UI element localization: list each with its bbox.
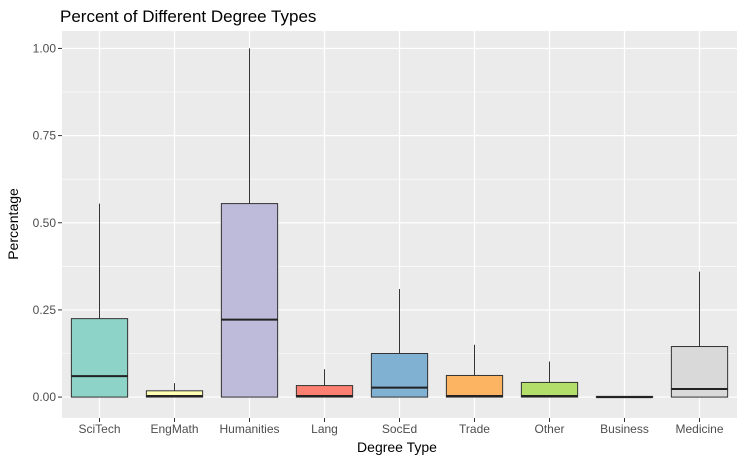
- box-engmath: [145, 383, 204, 398]
- box-scitech: [70, 203, 129, 398]
- y-axis-title: Percentage: [5, 188, 21, 260]
- y-tick-label: 0.00: [33, 390, 57, 404]
- chart-title: Percent of Different Degree Types: [60, 7, 316, 26]
- y-tick-label: 0.75: [33, 129, 57, 143]
- x-tick-label: Business: [600, 422, 649, 436]
- x-tick-label: SocEd: [382, 422, 417, 436]
- box-body: [520, 381, 579, 398]
- box-body: [145, 390, 204, 398]
- box-soced: [370, 289, 429, 398]
- box-humanities: [220, 48, 279, 398]
- box-lang: [295, 369, 354, 398]
- box-body: [220, 203, 279, 398]
- plot-panel: [62, 31, 737, 418]
- y-tick-label: 1.00: [33, 41, 57, 55]
- x-tick-label: Trade: [459, 422, 490, 436]
- box-body: [445, 374, 504, 398]
- box-layer: [70, 48, 729, 399]
- box-body: [370, 353, 429, 398]
- x-axis: SciTech EngMath Humanities Lang SocEd Trade Ot…: [78, 418, 724, 436]
- box-trade: [445, 344, 504, 398]
- box-business: [595, 395, 654, 399]
- box-other: [520, 361, 579, 398]
- x-tick-label: EngMath: [150, 422, 198, 436]
- box-body: [295, 385, 354, 398]
- y-axis: 0.00 0.25 0.50 0.75 1.00: [33, 41, 62, 404]
- y-tick-label: 0.25: [33, 303, 57, 317]
- x-tick-label: Humanities: [219, 422, 279, 436]
- x-axis-title: Degree Type: [357, 439, 437, 455]
- box-body: [70, 318, 129, 398]
- x-tick-label: SciTech: [78, 422, 120, 436]
- x-tick-label: Medicine: [675, 422, 723, 436]
- box-medicine: [670, 271, 729, 398]
- y-tick-label: 0.50: [33, 216, 57, 230]
- x-tick-label: Other: [534, 422, 564, 436]
- x-tick-label: Lang: [311, 422, 338, 436]
